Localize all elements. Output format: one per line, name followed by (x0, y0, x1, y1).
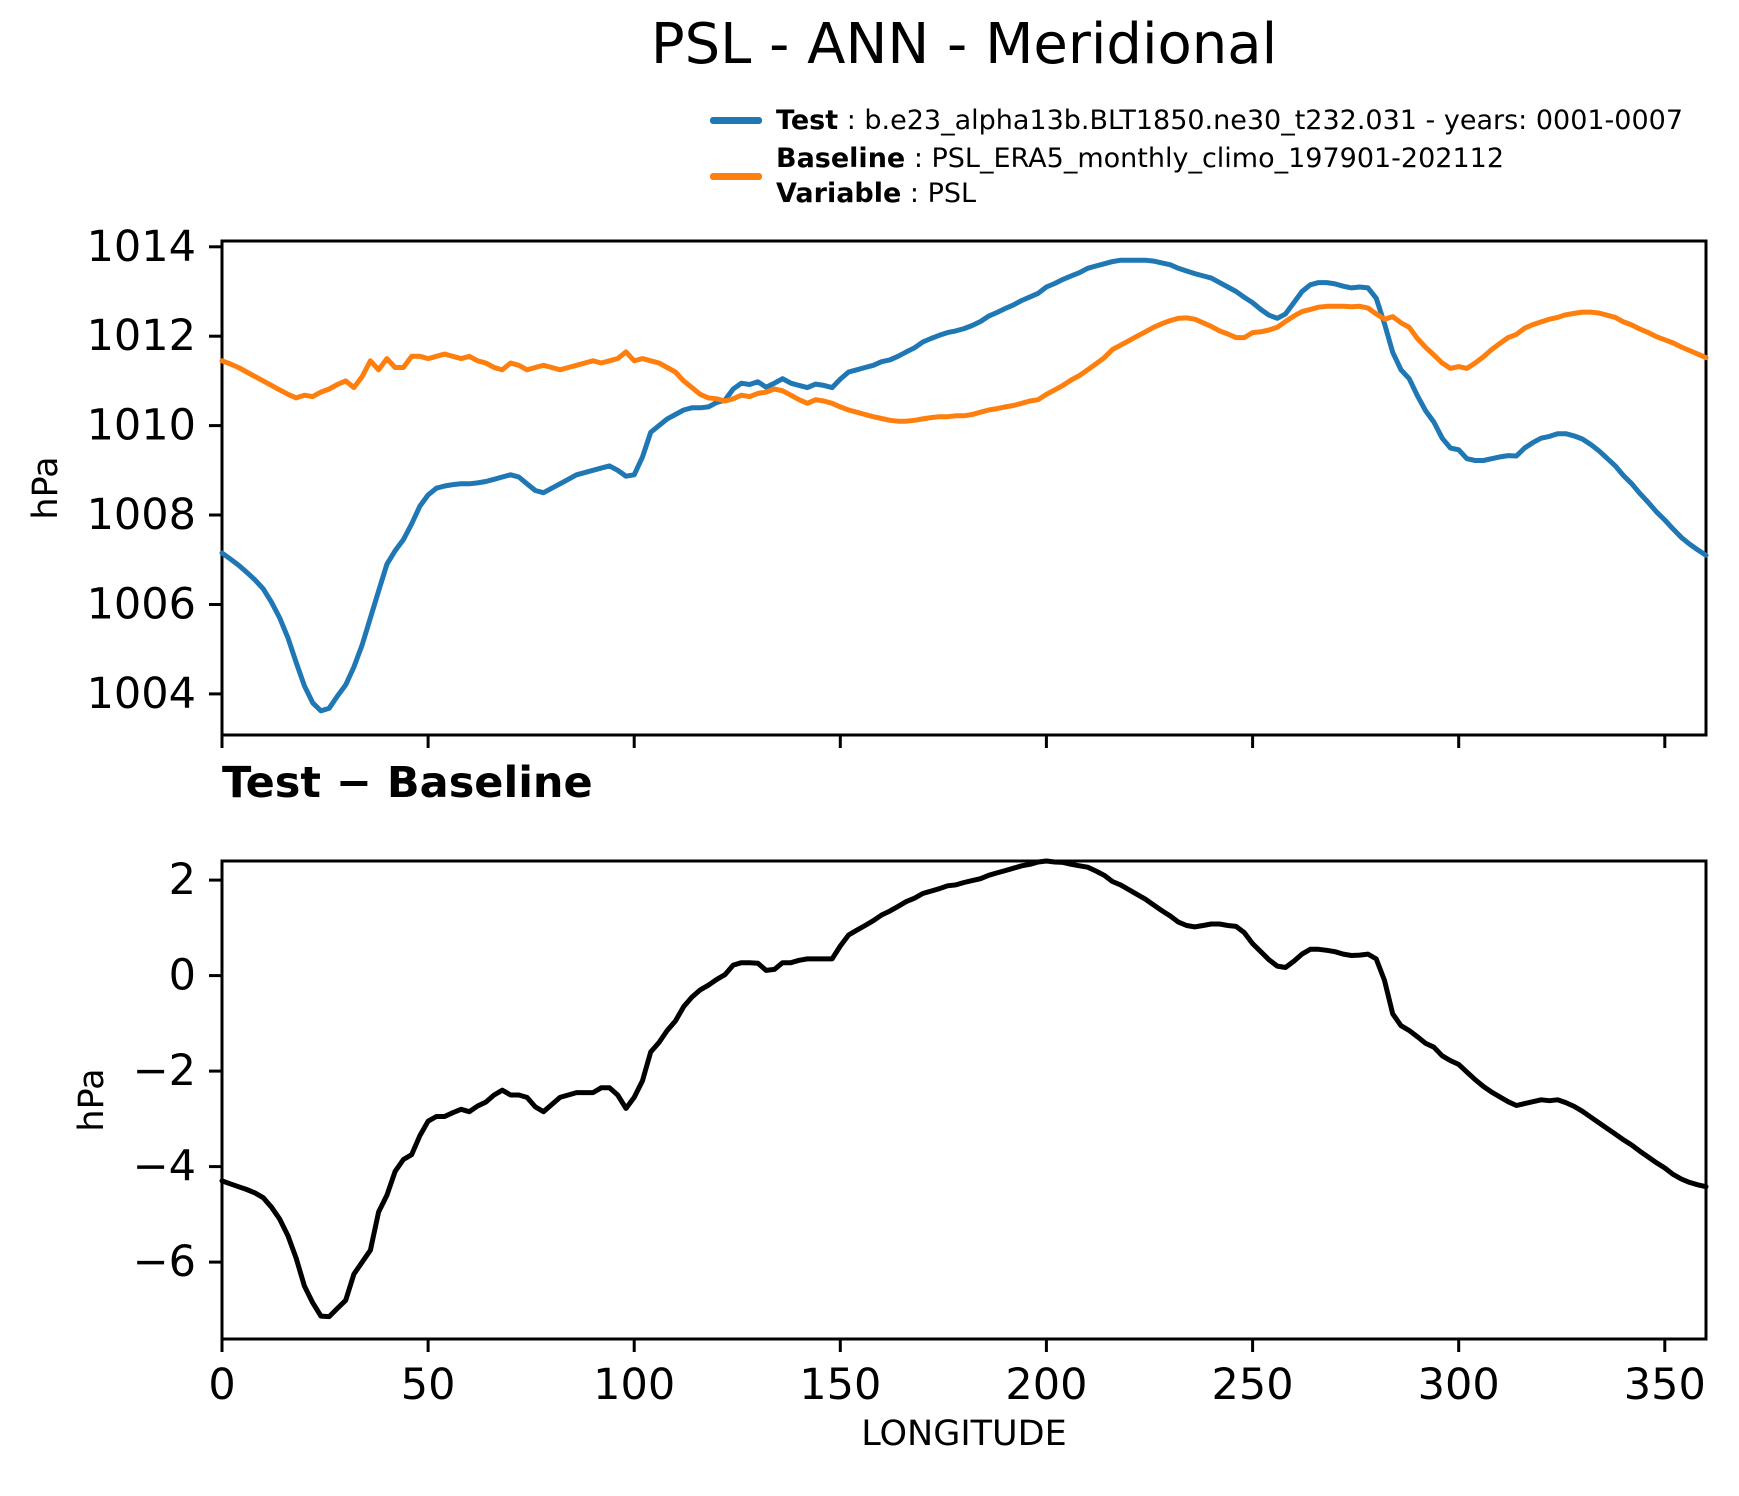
x-tick-label: 150 (799, 1360, 881, 1410)
y-tick-label: 2 (169, 855, 196, 905)
x-tick-label: 50 (401, 1360, 456, 1410)
x-tick-label: 200 (1005, 1360, 1087, 1410)
y-tick-label: 1014 (87, 222, 196, 272)
legend-item-baseline: Baseline : PSL_ERA5_monthly_climo_197901… (710, 141, 1683, 212)
y-tick-label: −4 (133, 1142, 196, 1192)
legend-item-test: Test : b.e23_alpha13b.BLT1850.ne30_t232.… (710, 103, 1683, 139)
panel-difference: −6 −4 −2 0 2 0 50 100 150 200 250 300 350 (133, 855, 1709, 1410)
y-tick-label: 0 (169, 951, 196, 1001)
legend-test-name: Test (776, 105, 839, 136)
x-tick-label: 300 (1418, 1360, 1500, 1410)
legend-baseline-line: Baseline : PSL_ERA5_monthly_climo_197901… (776, 141, 1504, 177)
x-axis-label: LONGITUDE (861, 1414, 1067, 1454)
test-baseline-series-line (219, 858, 1709, 1320)
difference-panel-title: Test − Baseline (222, 758, 593, 808)
x-tick-label: 250 (1212, 1360, 1294, 1410)
legend-baseline-name: Baseline (776, 142, 906, 174)
y-tick-label: 1012 (87, 311, 196, 361)
legend-baseline-label: Baseline : PSL_ERA5_monthly_climo_197901… (776, 141, 1504, 212)
y-tick-label: 1008 (87, 490, 196, 540)
test-line-swatch (710, 117, 762, 125)
test-series-line (219, 257, 1709, 714)
legend-test-desc: : b.e23_alpha13b.BLT1850.ne30_t232.031 -… (838, 105, 1684, 136)
baseline-series-line (219, 303, 1709, 424)
legend-variable-desc: : PSL (901, 178, 977, 210)
y-tick-label: 1010 (87, 401, 196, 451)
y-tick-label: 1006 (87, 580, 196, 630)
legend-variable-line: Variable : PSL (776, 176, 1504, 212)
legend: Test : b.e23_alpha13b.BLT1850.ne30_t232.… (710, 103, 1683, 214)
legend-test-label: Test : b.e23_alpha13b.BLT1850.ne30_t232.… (776, 103, 1683, 139)
y-tick-label: 1004 (87, 669, 196, 719)
panel-comparison: 1004 1006 1008 1010 1012 1014 (87, 222, 1709, 748)
x-tick-label: 350 (1624, 1360, 1706, 1410)
legend-baseline-desc: : PSL_ERA5_monthly_climo_197901-202112 (905, 142, 1504, 174)
y-tick-label: −6 (133, 1237, 196, 1287)
x-tick-label: 0 (208, 1360, 235, 1410)
baseline-line-swatch (710, 172, 762, 180)
legend-variable-name: Variable (776, 178, 902, 210)
figure-title: PSL - ANN - Meridional (650, 12, 1278, 77)
panel-comparison-frame (220, 239, 1708, 737)
x-tick-label: 100 (593, 1360, 675, 1410)
panel-difference-frame (220, 859, 1708, 1341)
y-tick-label: −2 (133, 1046, 196, 1096)
